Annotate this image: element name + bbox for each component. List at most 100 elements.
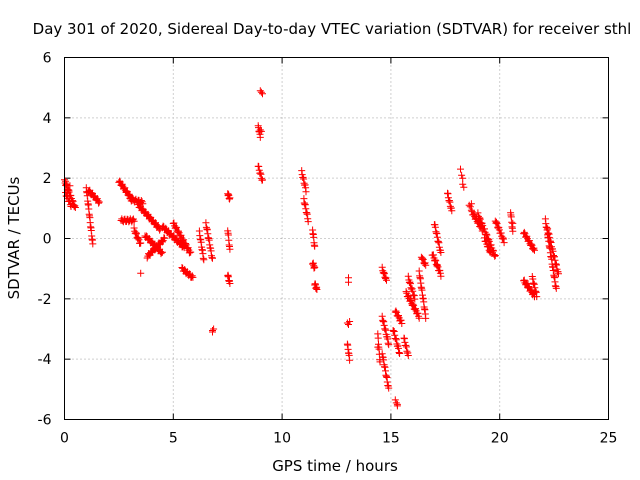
data-point — [71, 204, 79, 211]
data-point — [431, 256, 439, 264]
data-point — [157, 250, 165, 258]
data-point — [422, 261, 430, 269]
data-point — [437, 249, 445, 256]
data-point — [466, 203, 474, 211]
data-point — [302, 188, 310, 196]
data-point — [436, 266, 444, 274]
data-point — [374, 334, 382, 342]
data-point — [226, 194, 234, 202]
data-point — [486, 247, 494, 255]
data-point — [259, 90, 266, 98]
data-point — [346, 318, 354, 325]
data-point — [500, 235, 507, 243]
data-point — [66, 197, 74, 205]
data-point — [467, 206, 475, 214]
data-point — [185, 249, 193, 257]
data-point — [257, 174, 265, 182]
data-point — [391, 331, 399, 339]
data-point — [476, 214, 484, 222]
data-point — [404, 272, 412, 280]
data-point — [137, 197, 145, 204]
data-point — [391, 396, 399, 404]
y-tick-label: 6 — [43, 51, 52, 67]
data-point — [397, 316, 405, 324]
data-point — [485, 243, 493, 251]
data-point — [95, 198, 103, 206]
data-point — [437, 272, 445, 280]
data-point — [527, 240, 535, 248]
data-point — [458, 171, 466, 179]
data-point — [383, 276, 390, 284]
data-point — [95, 199, 103, 207]
data-point — [481, 234, 488, 242]
data-point — [407, 297, 415, 305]
data-point — [135, 236, 143, 244]
data-point — [376, 358, 384, 366]
data-point — [130, 224, 138, 232]
plot-frame — [64, 57, 609, 420]
data-point — [137, 269, 145, 277]
data-point — [392, 399, 400, 407]
data-point — [459, 180, 467, 188]
data-point — [255, 163, 263, 170]
data-point — [476, 215, 484, 223]
data-point — [161, 234, 169, 242]
data-point — [396, 350, 404, 357]
data-point — [500, 239, 508, 247]
y-tick-label: -4 — [38, 352, 52, 368]
data-point — [66, 182, 74, 190]
x-tick-label: 15 — [382, 431, 400, 447]
data-point — [385, 384, 393, 392]
x-tick-label: 25 — [600, 431, 618, 447]
data-point — [209, 328, 216, 336]
data-point — [398, 320, 406, 327]
data-point — [311, 263, 319, 271]
data-point — [482, 237, 490, 245]
data-point — [137, 239, 145, 247]
data-point — [422, 314, 430, 322]
data-point — [525, 237, 533, 245]
data-point — [520, 228, 528, 236]
axis-ticks: 0 5 10 15 20 25 -6 -4 -2 0 2 4 6 — [38, 51, 618, 447]
data-point — [487, 249, 495, 257]
data-point — [257, 127, 265, 135]
data-point — [448, 207, 456, 215]
x-axis-label: GPS time / hours — [272, 457, 398, 475]
data-point — [380, 268, 388, 276]
data-point — [66, 201, 74, 209]
data-point — [187, 248, 195, 256]
chart-title: Day 301 of 2020, Sidereal Day-to-day VTE… — [33, 20, 632, 38]
data-point — [434, 263, 442, 271]
data-point — [529, 245, 537, 253]
data-point — [482, 230, 490, 238]
data-point — [411, 295, 419, 303]
data-point — [531, 246, 538, 254]
data-point — [256, 169, 264, 177]
data-point — [182, 240, 190, 247]
data-point — [200, 256, 208, 264]
data-point — [313, 286, 321, 293]
data-point — [385, 341, 393, 349]
data-point — [509, 227, 517, 235]
data-point — [493, 218, 500, 226]
data-point — [256, 133, 264, 141]
data-point — [170, 219, 178, 227]
data-point — [411, 306, 419, 313]
data-point — [89, 240, 97, 248]
data-point — [226, 280, 234, 287]
data-point — [311, 242, 319, 250]
data-point — [494, 224, 502, 232]
data-point — [524, 280, 532, 288]
data-point — [180, 236, 188, 244]
data-point — [395, 344, 402, 352]
data-point — [495, 226, 503, 234]
data-point — [474, 209, 482, 217]
data-point — [345, 321, 352, 328]
x-tick-label: 20 — [491, 431, 509, 447]
data-point — [374, 343, 382, 351]
data-point — [491, 252, 499, 260]
data-point — [257, 88, 265, 96]
data-point — [226, 245, 234, 253]
data-point — [421, 260, 428, 268]
data-point — [159, 238, 166, 246]
